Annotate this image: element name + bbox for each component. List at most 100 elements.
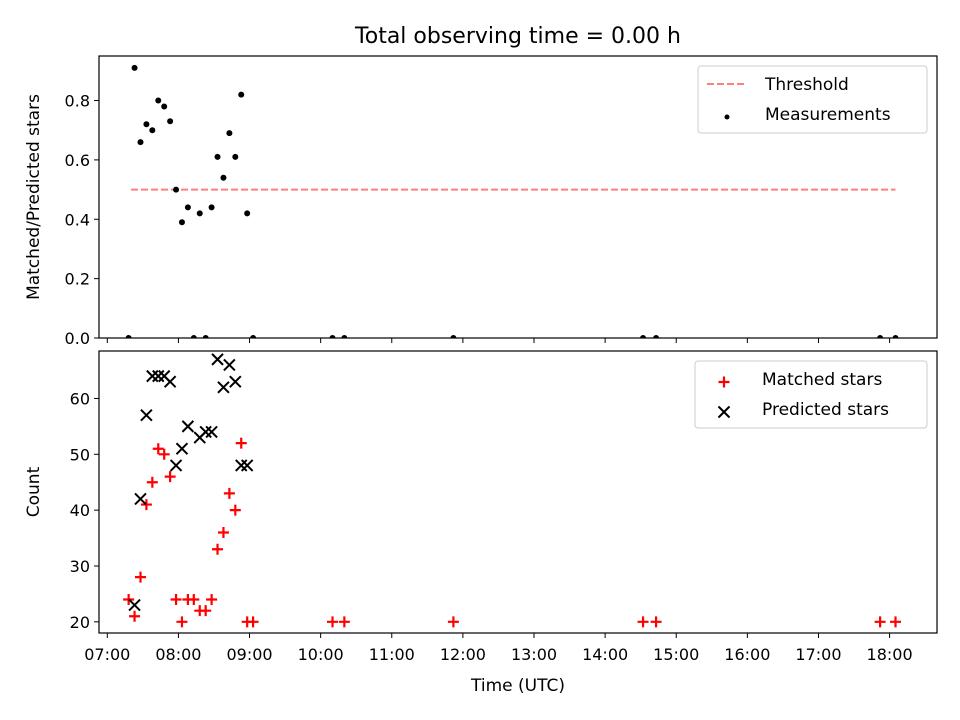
- measurement-point: [892, 335, 899, 338]
- matched-star-point: [338, 616, 350, 628]
- y-tick-label: 40: [70, 501, 90, 520]
- measurement-point: [232, 153, 239, 160]
- matched-star-point: [874, 616, 886, 628]
- measurement-point: [184, 204, 191, 211]
- measurement-point: [196, 210, 203, 217]
- x-axis-label: Time (UTC): [470, 676, 565, 696]
- x-tick-label: 14:00: [582, 645, 628, 664]
- matched-star-point: [229, 504, 241, 516]
- x-tick-label: 12:00: [440, 645, 486, 664]
- predicted-star-point: [211, 353, 224, 366]
- measurement-point: [190, 335, 197, 338]
- matched-star-point: [134, 571, 146, 583]
- measurement-point: [173, 186, 180, 193]
- matched-star-point: [212, 543, 224, 555]
- legend-matched-handle: [718, 376, 730, 388]
- matched-star-point: [447, 616, 459, 628]
- legend-box: [694, 360, 928, 429]
- chart-title: Total observing time = 0.00 h: [354, 24, 681, 49]
- x-tick-label: 11:00: [369, 645, 415, 664]
- x-tick-label: 15:00: [653, 645, 699, 664]
- y-tick-label: 0.2: [65, 270, 90, 289]
- legend-label: Matched stars: [762, 370, 882, 390]
- matched-star-point: [158, 448, 170, 460]
- y-tick-label: 0.6: [65, 151, 90, 170]
- measurement-point: [341, 335, 348, 338]
- matched-star-point: [129, 610, 141, 622]
- x-tick-label: 10:00: [298, 645, 344, 664]
- y-tick-label: 0.8: [65, 92, 90, 111]
- matched-star-point: [327, 616, 339, 628]
- measurement-point: [137, 139, 144, 146]
- measurement-point: [202, 335, 209, 338]
- legend-measurements-handle: [724, 114, 730, 120]
- matched-star-point: [188, 593, 200, 605]
- predicted-star-point: [223, 358, 236, 372]
- matched-star-point: [217, 526, 229, 538]
- matched-star-point: [152, 443, 164, 455]
- predicted-star-point: [134, 492, 147, 506]
- matched-star-point: [164, 471, 176, 483]
- bottom-panel: Count 20 30 40 50 60 07:00 08:00 09:00 10:00 11:00…: [24, 350, 938, 696]
- y-axis-label: Count: [24, 466, 44, 517]
- x-tick-label: 07:00: [84, 645, 130, 664]
- matched-star-point: [170, 593, 182, 605]
- y-tick-label: 0.4: [65, 210, 90, 229]
- matched-star-point: [890, 616, 902, 628]
- measurement-point: [640, 335, 647, 338]
- top-panel: Total observing time = 0.00 h Matched/Pre…: [24, 24, 938, 348]
- measurement-point: [208, 204, 215, 211]
- axes-frame: [98, 55, 938, 339]
- legend-predicted-handle: [717, 405, 731, 419]
- matched-star-point: [223, 487, 235, 499]
- predicted-star-point: [128, 598, 141, 612]
- x-tick-label: 13:00: [511, 645, 557, 664]
- matched-star-point: [650, 616, 662, 628]
- matched-star-point: [200, 605, 212, 617]
- measurement-point: [653, 335, 660, 338]
- measurement-point: [220, 174, 227, 181]
- measurement-point: [155, 97, 162, 104]
- x-tick-label: 16:00: [724, 645, 770, 664]
- measurement-point: [250, 335, 257, 338]
- legend-label: Measurements: [765, 105, 891, 125]
- predicted-star-point: [240, 459, 254, 472]
- axes-frame: [98, 350, 938, 634]
- legend-label: Threshold: [764, 75, 849, 95]
- predicted-star-point: [175, 442, 189, 455]
- x-tick-label: 17:00: [795, 645, 841, 664]
- measurement-point: [214, 153, 221, 160]
- x-tick-label: 08:00: [155, 645, 201, 664]
- y-tick-label: 20: [70, 613, 90, 632]
- y-axis-label: Matched/Predicted stars: [24, 94, 44, 300]
- measurement-point: [125, 335, 132, 338]
- measurement-point: [329, 335, 336, 338]
- measurement-point: [450, 335, 457, 338]
- predicted-star-point: [229, 375, 242, 388]
- measurement-point: [161, 103, 168, 110]
- predicted-star-point: [181, 420, 195, 433]
- legend-label: Predicted stars: [762, 400, 889, 420]
- predicted-star-point: [163, 375, 177, 388]
- y-tick-label: 0.0: [65, 329, 90, 348]
- y-tick-label: 50: [70, 445, 90, 464]
- predicted-star-point: [205, 425, 218, 439]
- plot-data: [123, 353, 902, 628]
- measurement-point: [877, 335, 884, 338]
- matched-star-point: [176, 616, 188, 628]
- measurement-point: [167, 118, 174, 125]
- matched-star-point: [123, 593, 135, 605]
- measurement-point: [244, 210, 251, 217]
- measurement-point: [238, 91, 245, 98]
- measurement-point: [131, 64, 138, 71]
- y-tick-label: 60: [70, 389, 90, 408]
- plot-data: [125, 64, 899, 338]
- measurement-point: [178, 219, 185, 226]
- x-tick-label: 18:00: [867, 645, 913, 664]
- matched-star-point: [140, 499, 152, 511]
- matched-star-point: [206, 593, 218, 605]
- matched-star-point: [247, 616, 259, 628]
- measurement-point: [149, 127, 156, 134]
- matched-star-point: [146, 476, 158, 488]
